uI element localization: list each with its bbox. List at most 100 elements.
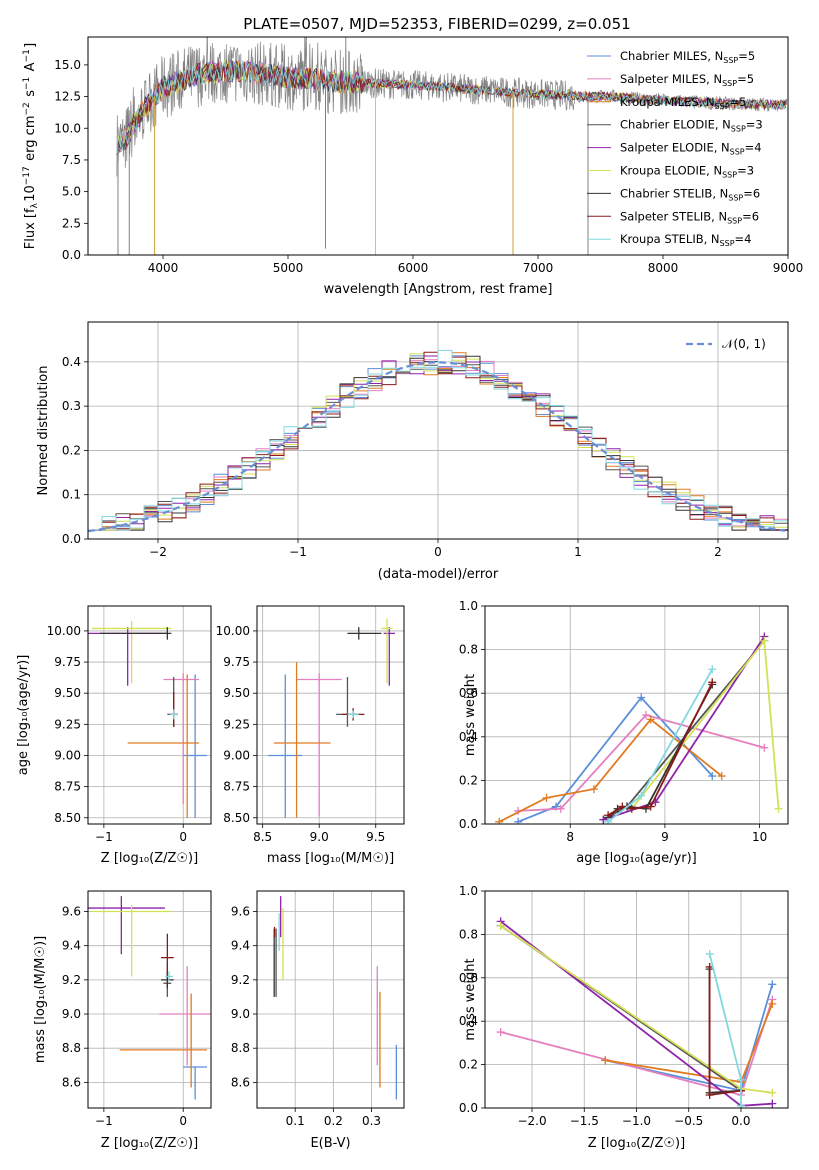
- y-tick-label: 9.0: [62, 1007, 81, 1021]
- massweight-series-line: [708, 967, 742, 1097]
- x-axis-label: age [log₁₀(age/yr)]: [576, 851, 697, 866]
- legend-entry-label: Salpeter MILES, NSSP=5: [620, 72, 754, 88]
- y-axis-label-part: −17: [22, 166, 32, 185]
- legend-label-suffix: =5: [737, 72, 754, 86]
- axes-frame: [87, 36, 789, 256]
- y-tick-label: 8.50: [54, 811, 81, 825]
- legend-entry-label: Salpeter ELODIE, NSSP=4: [620, 141, 762, 157]
- legend-label-main: Chabrier ELODIE, N: [620, 118, 731, 132]
- y-axis-label-part: Flux [f: [23, 208, 38, 249]
- y-axis-label: mass [log₁₀(M/M☉)]: [33, 936, 48, 1063]
- y-tick-label: 0.6: [459, 971, 478, 985]
- legend-label-main: Chabrier STELIB, N: [620, 186, 728, 200]
- legend-label-main: Kroupa ELODIE, N: [620, 164, 722, 178]
- plot-area: [268, 618, 395, 818]
- x-tick-label: 2: [714, 545, 722, 559]
- x-tick-label: 4000: [148, 261, 179, 275]
- x-tick-label: −2: [149, 545, 167, 559]
- massweight-point-marker: [637, 693, 646, 702]
- y-tick-label: 15.0: [54, 58, 81, 72]
- y-tick-label: 0.0: [62, 532, 81, 546]
- y-axis-label-part: −1: [22, 77, 32, 90]
- y-tick-label: 9.50: [54, 686, 81, 700]
- legend-label-suffix: =5: [738, 49, 755, 63]
- y-tick-label: 9.00: [54, 748, 81, 762]
- spectrum-legend: Chabrier MILES, NSSP=5 Salpeter MILES, NS…: [587, 49, 763, 248]
- plot-area: [273, 896, 398, 1100]
- x-tick-label: 0.0: [731, 1114, 750, 1128]
- massweight-series-line: [603, 636, 766, 821]
- legend-label-sub: SSP: [715, 102, 730, 111]
- massweight-point-marker: [705, 949, 714, 958]
- normal-distribution-curve: [88, 361, 786, 533]
- y-tick-label: 0.4: [62, 355, 81, 369]
- x-axis-label: (data-model)/error: [378, 567, 499, 582]
- massweight-point-marker: [708, 678, 717, 687]
- plot-area: [88, 896, 211, 1100]
- y-axis-label-part: s: [23, 90, 38, 101]
- legend-entry-label: Kroupa STELIB, NSSP=4: [620, 232, 751, 248]
- y-tick-label: 9.6: [231, 905, 250, 919]
- x-tick-label: −2.0: [517, 1114, 546, 1128]
- y-axis-label: age [log₁₀(age/yr)]: [16, 655, 31, 776]
- massweight-series-line: [607, 668, 714, 823]
- massweight-vs-age-panel: 8 9 10 0.0 0.2 0.4 0.6 0.8 1.0 age [log₁₀(age/yr)…: [459, 599, 789, 866]
- x-tick-label: −1: [289, 545, 307, 559]
- y-tick-label: 8.75: [54, 780, 81, 794]
- legend-label-sub: SSP: [728, 193, 743, 202]
- legend-label-sub: SSP: [727, 216, 742, 225]
- x-tick-label: 6000: [398, 261, 429, 275]
- massweight-point-marker: [705, 1090, 714, 1099]
- x-axis-label: wavelength [Angstrom, rest frame]: [324, 282, 553, 297]
- massweight-series-line: [708, 969, 742, 1094]
- y-tick-label: 10.00: [216, 624, 250, 638]
- y-tick-label: 8.8: [231, 1041, 250, 1055]
- x-tick-label: −1.5: [570, 1114, 599, 1128]
- legend-label-main: Kroupa STELIB, N: [620, 232, 720, 246]
- legend-label-sub: SSP: [723, 56, 738, 65]
- massweight-point-marker: [618, 802, 627, 811]
- age-vs-mass-panel: 8.5 9.0 9.5 8.50 8.75 9.00 9.25 9.50 9.75 10.00 ma…: [216, 605, 405, 866]
- plot-area: [88, 349, 788, 533]
- y-tick-label: 9.75: [54, 655, 81, 669]
- x-tick-label: −1: [95, 1114, 113, 1128]
- massweight-point-marker: [717, 772, 726, 781]
- y-tick-label: 0.8: [459, 643, 478, 657]
- massweight-point-marker: [736, 1075, 745, 1084]
- massweight-point-marker: [768, 1088, 777, 1097]
- massweight-point-marker: [646, 715, 655, 724]
- y-tick-label: 0.4: [459, 730, 478, 744]
- massweight-point-marker: [736, 1101, 745, 1108]
- y-tick-label: 9.6: [62, 905, 81, 919]
- mass-vs-reddening-panel: 0.1 0.2 0.3 8.6 8.8 9.0 9.2 9.4 9.6 E(B-V): [231, 890, 405, 1151]
- massweight-point-marker: [646, 802, 655, 811]
- axes-frame: [484, 605, 789, 825]
- plot-area: [116, 37, 788, 255]
- massweight-point-marker: [708, 665, 717, 674]
- x-tick-label: 5000: [273, 261, 304, 275]
- y-tick-label: 0.1: [62, 488, 81, 502]
- mass-vs-metallicity-panel: −1 0 8.6 8.8 9.0 9.2 9.4 9.6 Z [log₁₀(Z/Z☉)] mass…: [33, 890, 212, 1151]
- legend-entry-label: Salpeter STELIB, NSSP=6: [620, 209, 759, 225]
- y-axis-label-part: −2: [22, 102, 32, 115]
- massweight-point-marker: [641, 804, 650, 813]
- residual-legend: 𝒩(0, 1): [686, 337, 766, 351]
- axes-frame: [256, 890, 405, 1109]
- massweight-series-line: [498, 718, 723, 823]
- y-tick-label: 8.8: [62, 1041, 81, 1055]
- x-tick-label: −1: [95, 830, 113, 844]
- y-axis-label-part: 10: [23, 185, 38, 202]
- legend-entry-label: Chabrier MILES, NSSP=5: [620, 49, 755, 65]
- massweight-point-marker: [589, 785, 598, 794]
- legend-label-suffix: =3: [737, 164, 754, 178]
- y-tick-label: 8.6: [62, 1075, 81, 1089]
- y-tick-label: 9.4: [231, 939, 250, 953]
- y-tick-label: 0.3: [62, 399, 81, 413]
- x-axis-label: Z [log₁₀(Z/Z☉)]: [588, 1136, 685, 1151]
- y-tick-label: 9.50: [223, 686, 250, 700]
- legend-label-suffix: =3: [746, 118, 763, 132]
- x-tick-label: 8: [566, 830, 574, 844]
- massweight-point-marker: [542, 793, 551, 802]
- axes-frame: [87, 321, 789, 540]
- massweight-point-marker: [514, 817, 523, 824]
